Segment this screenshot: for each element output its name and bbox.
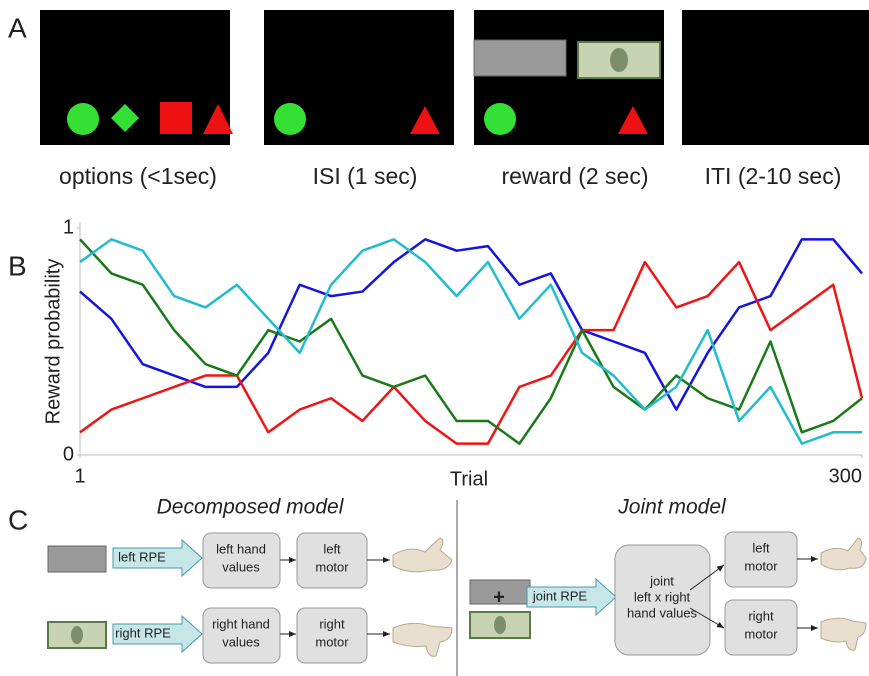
box-label: hand values	[627, 605, 698, 620]
caption: ITI (2-10 sec)	[705, 163, 842, 189]
box-label: joint	[649, 573, 674, 588]
x-axis-label: Trial	[450, 468, 488, 490]
box-label: values	[222, 634, 260, 649]
box-label: right hand	[212, 616, 270, 631]
arrow-label: joint RPE	[532, 588, 588, 603]
y-tick-label: 1	[63, 216, 74, 238]
box-label: left	[752, 540, 770, 555]
box-label: motor	[315, 559, 349, 574]
screen	[40, 10, 233, 145]
caption: reward (2 sec)	[502, 163, 649, 189]
screen	[682, 10, 869, 145]
decomposed-diagram: left RPE left hand values left motor rig…	[48, 533, 452, 663]
caption: ISI (1 sec)	[313, 163, 418, 189]
box-label: values	[222, 559, 260, 574]
box-label: right	[319, 616, 345, 631]
box-label: motor	[744, 626, 778, 641]
arrow-label: left RPE	[118, 549, 166, 564]
figure: A options (<1sec) ISI (1 sec) reward (2 …	[0, 0, 869, 676]
y-axis-label: Reward probability	[42, 259, 64, 425]
box-label: left hand	[216, 541, 266, 556]
box-label: left	[323, 541, 341, 556]
screen	[264, 10, 454, 145]
joint-diagram: + joint RPE joint left x right hand valu…	[470, 532, 866, 655]
x-tick-label: 1	[74, 465, 85, 487]
model-title: Decomposed model	[157, 496, 345, 519]
panel-label: B	[8, 250, 27, 281]
plus: +	[493, 586, 505, 608]
caption: options (<1sec)	[59, 163, 217, 189]
y-tick-label: 0	[63, 443, 74, 465]
x-tick-label: 300	[829, 465, 862, 487]
box-label: motor	[315, 634, 349, 649]
panel-label: A	[8, 12, 27, 43]
screen	[474, 10, 664, 145]
box-label: motor	[744, 558, 778, 573]
data-line	[80, 239, 862, 409]
data-line	[80, 239, 862, 443]
box-label: left x right	[634, 589, 691, 604]
model-title: Joint model	[617, 496, 727, 519]
panel-label: C	[8, 504, 28, 535]
box-label: right	[748, 608, 774, 623]
arrow-label: right RPE	[115, 625, 171, 640]
